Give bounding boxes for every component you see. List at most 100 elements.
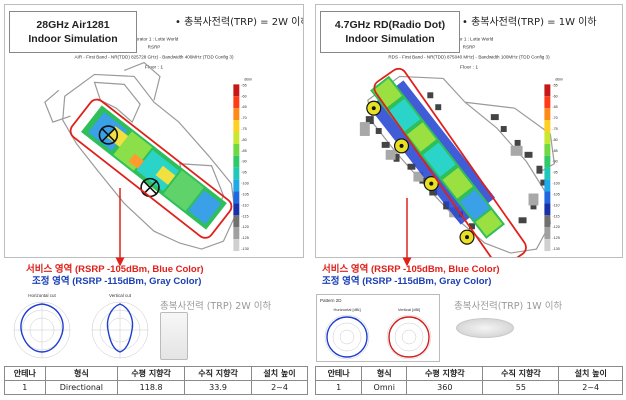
right-td-vertical: 55 (482, 380, 560, 395)
left-th-horizontal: 수평 지향각 (117, 366, 186, 381)
left-simulation-panel: 28GHz Air1281 Indoor Simulation • 총복사전력(… (4, 4, 304, 258)
right-legend-label: -110 (552, 203, 559, 207)
left-title-box: 28GHz Air1281 Indoor Simulation (9, 11, 137, 53)
right-td-type: Omni (361, 380, 408, 395)
left-td-antenna: 1 (4, 380, 46, 395)
right-pattern-v-label: Vertical [dBi] (398, 307, 420, 312)
left-legend-label: -70 (241, 116, 246, 120)
right-config-line: RDS - First Band - NR(TDD) 875040 MHz) -… (388, 55, 550, 60)
right-legend-unit: dBm (555, 77, 563, 81)
left-legend-label: -130 (241, 247, 249, 251)
left-th-antenna: 안테나 (4, 366, 46, 381)
left-title-line1: 28GHz Air1281 (36, 19, 110, 31)
left-td-vertical: 33.9 (184, 380, 253, 395)
right-legend-colorbar: dBm -55 -60 -65 -70 -75 -80 -85 -90 -95 -100 -105 -… (544, 77, 563, 251)
left-pattern-horizontal: Horizontal cut (6, 290, 78, 362)
left-th-height: 설치 높이 (251, 366, 308, 381)
left-metric: RSRP (148, 45, 161, 50)
left-legend-label: -110 (241, 203, 248, 207)
left-floor-label: Floor : 1 (145, 64, 163, 70)
table-row: 1 Directional 118.8 33.9 2~4 (4, 380, 308, 395)
right-td-antenna: 1 (314, 380, 363, 395)
left-th-type: 형식 (44, 366, 119, 381)
left-antenna-device (160, 312, 188, 360)
right-table-header-row: 안테나 형식 수평 지향각 수직 지향각 설치 높이 (314, 366, 623, 381)
right-legend-label: -70 (552, 116, 557, 120)
right-trp-note: • 총복사전력(TRP) = 1W 이하 (462, 17, 597, 28)
table-row: 1 Omni 360 55 2~4 (314, 380, 623, 395)
left-legend-unit: dBm (244, 77, 252, 81)
left-legend-colorbar: dBm -55 -60 -65 -70 -75 -80 -85 -90 -95 -100 -105 -… (233, 77, 252, 251)
right-td-horizontal: 360 (406, 380, 484, 395)
left-service-highlight (69, 98, 233, 239)
left-caption-service: 서비스 영역 (RSRP -105dBm, Blue Color) (26, 264, 204, 275)
right-floor-plan: Operator 1 : Lotte World RSRP RDS - Firs… (359, 37, 563, 257)
left-legend-label: -55 (241, 83, 246, 87)
right-metric: RSRP (463, 45, 476, 50)
left-operator-line: Operator 1 : Lotte World (130, 37, 179, 42)
right-radio-dot-device (456, 318, 514, 338)
left-legend-label: -105 (241, 192, 249, 196)
right-pattern-h-label: Horizontal [dBi] (333, 307, 360, 312)
left-td-type: Directional (44, 380, 119, 395)
left-legend-label: -100 (241, 182, 249, 186)
right-legend-label: -105 (552, 192, 560, 196)
right-legend-label: -75 (552, 127, 557, 131)
right-caption-service: 서비스 영역 (RSRP -105dBm, Blue Color) (322, 264, 500, 275)
right-legend-label: -130 (552, 247, 560, 251)
right-antenna-markers (366, 100, 475, 245)
left-tx-note: 총복사전력 (TRP) 2W 이하 (160, 301, 272, 312)
right-legend-label: -60 (552, 94, 557, 98)
right-antenna-table: 안테나 형식 수평 지향각 수직 지향각 설치 높이 1 Omni 360 55… (314, 366, 623, 395)
right-title-box: 4.7GHz RD(Radio Dot) Indoor Simulation (320, 11, 460, 53)
left-pattern-v-label: Vertical cut (109, 293, 132, 298)
right-caption-control: 조정 영역 (RSRP -115dBm, Gray Color) (322, 276, 492, 287)
right-coverage-heatmap (370, 75, 505, 239)
right-th-type: 형식 (361, 366, 408, 381)
left-title-line2: Indoor Simulation (28, 33, 118, 45)
right-legend-label: -55 (552, 83, 557, 87)
left-legend-label: -120 (241, 225, 249, 229)
right-caption: 서비스 영역 (RSRP -105dBm, Blue Color) 조정 영역 … (322, 264, 500, 288)
left-pattern-h-label: Horizontal cut (28, 293, 56, 298)
left-th-vertical: 수직 지향각 (184, 366, 253, 381)
right-legend-label: -125 (552, 236, 560, 240)
right-legend-label: -120 (552, 225, 560, 229)
left-trp-note: • 총복사전력(TRP) = 2W 이하 (175, 17, 304, 28)
left-legend-label: -95 (241, 171, 246, 175)
left-pattern-vertical: Vertical cut (84, 290, 156, 362)
left-caption-control: 조정 영역 (RSRP -115dBm, Gray Color) (32, 276, 202, 287)
left-floor-plan: Operator 1 : Lotte World RSRP AIR - Firs… (44, 37, 252, 251)
left-antenna-table: 안테나 형식 수평 지향각 수직 지향각 설치 높이 1 Directional… (4, 366, 308, 395)
right-title-line1: 4.7GHz RD(Radio Dot) (334, 19, 446, 31)
left-td-height: 2~4 (251, 380, 308, 395)
right-legend-label: -65 (552, 105, 557, 109)
right-tx-note: 총복사전력(TRP) 1W 이하 (454, 301, 563, 312)
left-legend-label: -60 (241, 94, 246, 98)
right-th-horizontal: 수평 지향각 (406, 366, 484, 381)
right-legend-label: -95 (552, 171, 557, 175)
right-service-highlight (373, 67, 527, 257)
left-caption: 서비스 영역 (RSRP -105dBm, Blue Color) 조정 영역 … (26, 264, 204, 288)
right-th-height: 설치 높이 (558, 366, 623, 381)
right-td-height: 2~4 (558, 380, 623, 395)
right-pattern-title: Pattern 2D (320, 298, 342, 303)
right-legend-label: -100 (552, 182, 560, 186)
right-floor-label: Floor : 1 (460, 64, 478, 70)
left-config-line: AIR - First Band - NR(TDD) 825728 GHz) -… (75, 55, 234, 60)
right-title-line2: Indoor Simulation (345, 33, 435, 45)
right-legend-label: -85 (552, 149, 557, 153)
left-td-horizontal: 118.8 (117, 380, 186, 395)
right-pattern-panel: Pattern 2D Horizontal [dBi] Vertical [dB… (316, 294, 440, 362)
right-th-vertical: 수직 지향각 (482, 366, 560, 381)
left-table-header-row: 안테나 형식 수평 지향각 수직 지향각 설치 높이 (4, 366, 308, 381)
left-legend-label: -115 (241, 214, 248, 218)
left-legend-label: -85 (241, 149, 246, 153)
right-simulation-panel: 4.7GHz RD(Radio Dot) Indoor Simulation •… (315, 4, 623, 258)
left-legend-label: -90 (241, 160, 246, 164)
right-operator-line: Operator 1 : Lotte World (445, 37, 494, 42)
left-legend-label: -75 (241, 127, 246, 131)
left-legend-label: -125 (241, 236, 249, 240)
left-legend-label: -80 (241, 138, 246, 142)
right-legend-label: -90 (552, 160, 557, 164)
